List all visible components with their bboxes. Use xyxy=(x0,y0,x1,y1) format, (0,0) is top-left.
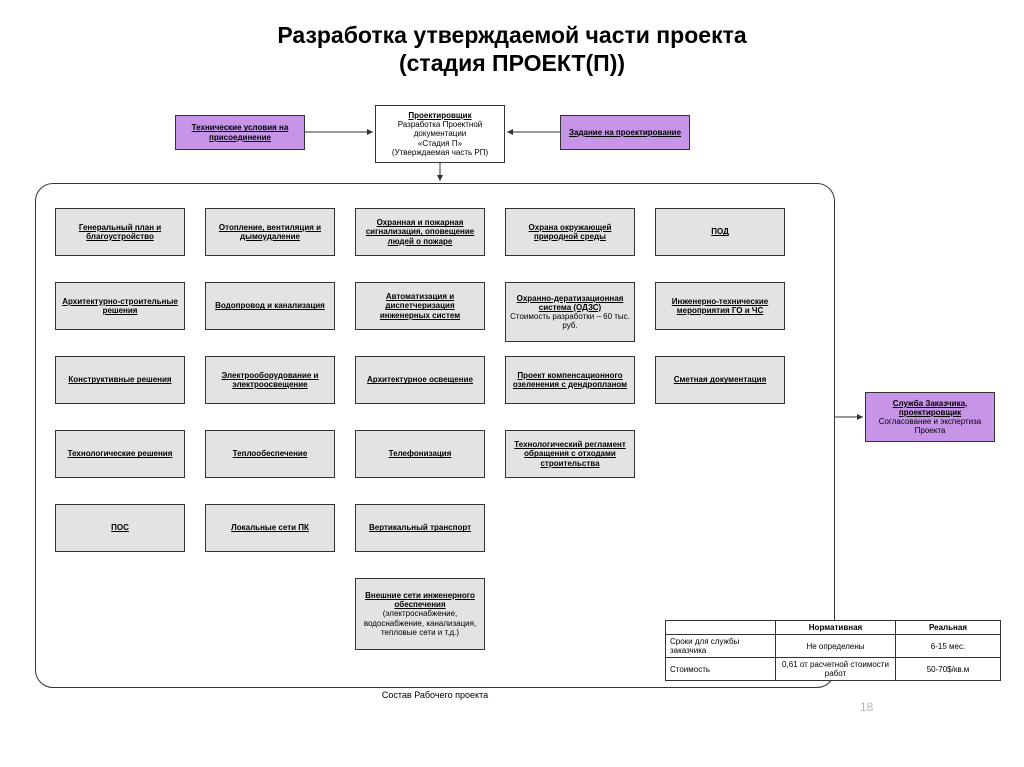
node-assignment: Задание на проектирование xyxy=(560,115,690,150)
node-tech-conditions-label: Технические условия на присоединение xyxy=(180,123,300,141)
grid-cell-label: ПОД xyxy=(711,227,729,236)
node-external-networks: Внешние сети инженерного обеспечения (эл… xyxy=(355,578,485,650)
grid-cell: Конструктивные решения xyxy=(55,356,185,404)
grid-cell-label: Технологический регламент обращения с от… xyxy=(510,440,630,468)
grid-cell: ПОД xyxy=(655,208,785,256)
grid-cell: Сметная документация xyxy=(655,356,785,404)
grid-cell-label: Проект компенсационного озеленения с ден… xyxy=(510,371,630,389)
cost-timeline-table: НормативнаяРеальная Сроки для службы зака… xyxy=(665,620,1001,681)
grid-cell: Отопление, вентиляция и дымоудаление xyxy=(205,208,335,256)
node-designer: Проектировщик Разработка Проектной докум… xyxy=(375,105,505,163)
grid-cell-label: Локальные сети ПК xyxy=(231,523,309,532)
grid-cell-label: Инженерно-технические мероприятия ГО и Ч… xyxy=(660,297,780,315)
grid-cell-label: Вертикальный транспорт xyxy=(369,523,471,532)
table-header: Реальная xyxy=(896,621,1001,635)
node-service-customer: Служба Заказчика, проектировщик Согласов… xyxy=(865,392,995,442)
node-tech-conditions: Технические условия на присоединение xyxy=(175,115,305,150)
grid-cell-label: Автоматизация и диспетчеризация инженерн… xyxy=(360,292,480,320)
grid-cell: Водопровод и канализация xyxy=(205,282,335,330)
page-number: 18 xyxy=(860,700,873,714)
grid-cell-label: Охрана окружающей природной среды xyxy=(510,223,630,241)
node-external-networks-l1: Внешние сети инженерного обеспечения xyxy=(360,591,480,609)
page-title: Разработка утверждаемой части проекта (с… xyxy=(0,22,1024,77)
title-line1: Разработка утверждаемой части проекта xyxy=(277,22,746,48)
grid-cell: Вертикальный транспорт xyxy=(355,504,485,552)
table-cell: 6-15 мес. xyxy=(896,635,1001,658)
node-designer-l1: Проектировщик xyxy=(408,111,471,120)
grid-cell-label: Водопровод и канализация xyxy=(215,301,325,310)
table-header: Нормативная xyxy=(776,621,896,635)
table-header xyxy=(666,621,776,635)
node-assignment-label: Задание на проектирование xyxy=(569,128,681,137)
grid-cell: Генеральный план и благоустройство xyxy=(55,208,185,256)
grid-cell: ПОС xyxy=(55,504,185,552)
table-cell: 0,61 от расчетной стоимости работ xyxy=(776,658,896,681)
grid-cell: Теплообеспечение xyxy=(205,430,335,478)
title-line2: (стадия ПРОЕКТ(П)) xyxy=(399,50,625,76)
node-designer-l2: Разработка Проектной документации xyxy=(380,120,500,138)
grid-cell: Охрана окружающей природной среды xyxy=(505,208,635,256)
table-cell: 50-70$/кв.м xyxy=(896,658,1001,681)
node-external-networks-l2: (электроснабжение, водоснабжение, канали… xyxy=(360,609,480,637)
grid-cell: Архитектурно-строительные решения xyxy=(55,282,185,330)
grid-cell: Охранно-дератизационная система (ОДЗС)Ст… xyxy=(505,282,635,342)
grid-cell-label: Охранно-дератизационная система (ОДЗС) xyxy=(510,294,630,312)
grid-cell-label: Сметная документация xyxy=(674,375,767,384)
frame-label: Состав Рабочего проекта xyxy=(35,690,835,700)
grid-cell: Локальные сети ПК xyxy=(205,504,335,552)
table-cell: Сроки для службы заказчика xyxy=(666,635,776,658)
grid-cell: Архитектурное освещение xyxy=(355,356,485,404)
grid-cell: Проект компенсационного озеленения с ден… xyxy=(505,356,635,404)
grid-cell-label: Конструктивные решения xyxy=(68,375,171,384)
grid-cell-label: Электрооборудование и электроосвещение xyxy=(210,371,330,389)
grid-cell-label: Архитектурное освещение xyxy=(367,375,473,384)
grid-cell-extra: Стоимость разработки – 60 тыс. руб. xyxy=(510,312,630,330)
grid-cell-label: Отопление, вентиляция и дымоудаление xyxy=(210,223,330,241)
grid-cell: Инженерно-технические мероприятия ГО и Ч… xyxy=(655,282,785,330)
grid-cell-label: Генеральный план и благоустройство xyxy=(60,223,180,241)
table-cell: Стоимость xyxy=(666,658,776,681)
grid-cell: Технологический регламент обращения с от… xyxy=(505,430,635,478)
grid-cell: Электрооборудование и электроосвещение xyxy=(205,356,335,404)
table-cell: Не определены xyxy=(776,635,896,658)
grid-cell: Охранная и пожарная сигнализация, оповещ… xyxy=(355,208,485,256)
grid-cell-label: Технологические решения xyxy=(68,449,173,458)
grid-cell-label: Телефонизация xyxy=(389,449,452,458)
grid-cell: Технологические решения xyxy=(55,430,185,478)
grid-cell: Автоматизация и диспетчеризация инженерн… xyxy=(355,282,485,330)
grid-cell-label: Архитектурно-строительные решения xyxy=(60,297,180,315)
grid-cell: Телефонизация xyxy=(355,430,485,478)
grid-cell-label: ПОС xyxy=(111,523,129,532)
node-service-l2: Согласование и экспертиза Проекта xyxy=(870,417,990,435)
node-service-l1: Служба Заказчика, проектировщик xyxy=(870,399,990,417)
grid-cell-label: Теплообеспечение xyxy=(233,449,308,458)
node-designer-l3: «Стадия П» xyxy=(418,139,462,148)
grid-cell-label: Охранная и пожарная сигнализация, оповещ… xyxy=(360,218,480,246)
node-designer-l4: (Утверждаемая часть РП) xyxy=(392,148,488,157)
